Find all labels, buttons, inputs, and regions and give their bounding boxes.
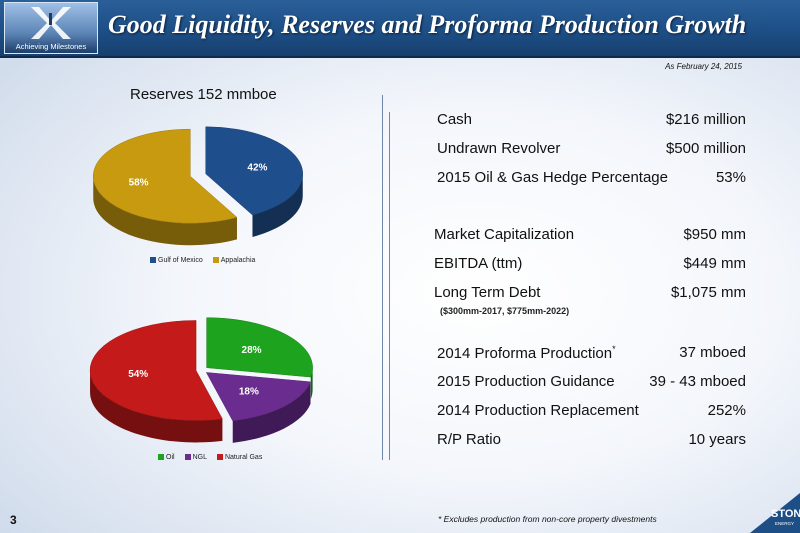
metric-value-cash: $216 million	[665, 111, 746, 128]
legend1-label: Appalachia	[220, 257, 256, 264]
legend2-label: NGL	[192, 454, 207, 461]
reserves-region-legend: Gulf of Mexico Appalachia	[150, 257, 265, 264]
pie2-slice-natural-gas	[89, 320, 223, 421]
metric-label-proforma-production: 2014 Proforma Production*	[437, 344, 616, 362]
metric-sub-long-term-debt: ($300mm-2017, $775mm-2022)	[440, 306, 570, 316]
metric-label-ebitda: EBITDA (ttm)	[434, 255, 523, 272]
metric-label-production-replacement: 2014 Production Replacement	[437, 402, 639, 419]
metric-label-hedge: 2015 Oil & Gas Hedge Percentage	[437, 169, 668, 186]
metric-value-ebitda: $449 mm	[683, 255, 746, 272]
metric-value-long-term-debt: $1,075 mm	[670, 284, 746, 301]
reserves-region-pie-chart: 42% 58%	[93, 126, 303, 246]
legend1-item-gulf-of-mexico: Gulf of Mexico	[150, 257, 203, 264]
metric-label-long-term-debt: Long Term Debt	[434, 284, 541, 301]
metric-label-market-cap: Market Capitalization	[434, 226, 575, 243]
reserves-product-pie-chart: 28% 18% 54%	[89, 317, 313, 443]
logo-subtext: ENERGY	[775, 521, 794, 526]
legend2-item-oil: Oil	[158, 454, 175, 461]
legend2-swatch	[184, 454, 191, 461]
page-title: Good Liquidity, Reserves and Proforma Pr…	[108, 10, 747, 39]
as-of-date: As February 24, 2015	[665, 62, 742, 71]
metric-value-market-cap: $950 mm	[683, 226, 746, 243]
legend1-swatch	[212, 257, 219, 264]
legend1-item-appalachia: Appalachia	[212, 257, 256, 264]
company-logo: Achieving Milestones	[4, 2, 98, 54]
legend2-swatch	[158, 454, 164, 461]
legend2-item-ngl: NGL	[184, 454, 207, 461]
pie1-data-label-appalachia: 58%	[129, 178, 149, 189]
metric-label-revolver: Undrawn Revolver	[437, 140, 561, 157]
metric-label-proforma-production-text: 2014 Proforma Production	[437, 345, 613, 362]
page-number: 3	[10, 513, 17, 527]
metric-value-production-replacement: 252%	[707, 402, 746, 419]
pie2-slice-side-ngl	[232, 381, 311, 443]
pie2-data-label-natural-gas: 54%	[128, 369, 148, 380]
pie2-slice-oil	[206, 317, 313, 378]
pie2-slice-ngl	[205, 372, 311, 422]
pie1-slice-appalachia	[93, 128, 238, 224]
reserves-product-legend: Oil NGL Natural Gas	[158, 454, 272, 461]
pie2-data-label-oil: 28%	[242, 345, 262, 356]
metric-value-revolver: $500 million	[665, 140, 746, 157]
legend2-item-natural-gas: Natural Gas	[216, 454, 263, 461]
logo-caption: Achieving Milestones	[15, 42, 87, 51]
legend1-swatch	[150, 257, 156, 264]
pie1-slice-side-appalachia	[93, 176, 237, 246]
pie2-slice-side-oil	[310, 367, 313, 400]
reserves-title: Reserves 152 mmboe	[130, 86, 277, 103]
metric-label-cash: Cash	[437, 111, 473, 128]
header-bar: Achieving Milestones Good Liquidity, Res…	[0, 0, 800, 58]
metric-label-production-guidance: 2015 Production Guidance	[437, 373, 615, 390]
pie2-slice-side-natural-gas	[90, 370, 223, 443]
logo-x-icon	[31, 7, 71, 39]
metric-label-rp-ratio: R/P Ratio	[437, 431, 501, 448]
legend2-swatch	[216, 454, 223, 461]
vertical-divider-left	[382, 95, 383, 460]
metric-value-production-guidance: 39 - 43 mboed	[649, 373, 746, 390]
metric-value-proforma-production: 37 mboed	[679, 344, 746, 361]
footnote: * Excludes production from non-core prop…	[438, 514, 657, 524]
pie2-data-label-ngl: 18%	[239, 386, 259, 397]
legend2-label: Oil	[166, 454, 175, 461]
pie1-slice-gulf-of-mexico	[205, 126, 303, 216]
footnote-marker: *	[612, 344, 616, 354]
metric-value-rp-ratio: 10 years	[688, 431, 746, 448]
vertical-divider-right	[389, 112, 390, 460]
legend1-label: Gulf of Mexico	[158, 257, 203, 264]
metric-value-hedge: 53%	[715, 169, 746, 186]
pie1-data-label-gulf-of-mexico: 42%	[247, 162, 267, 173]
legend2-label: Natural Gas	[224, 454, 263, 461]
